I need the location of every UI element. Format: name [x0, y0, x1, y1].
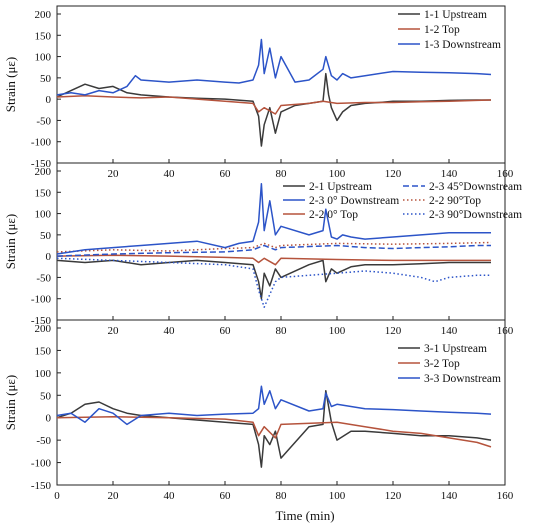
legend-label: 3-1 Upstream: [424, 343, 487, 355]
legend-label: 2-3 90°Downstream: [429, 209, 522, 221]
legend-label: 2-2 0° Top: [309, 209, 358, 221]
series-line-1-3: [56, 38, 492, 96]
y-tick-label: -50: [36, 272, 51, 284]
y-tick-label: 50: [40, 390, 52, 402]
x-tick-label: 80: [276, 168, 288, 180]
y-tick-label: -100: [31, 137, 52, 149]
y-tick-label: 100: [35, 209, 52, 221]
series-line-3-3: [56, 385, 492, 426]
x-tick-label: 120: [385, 168, 402, 180]
x-tick-label: 40: [164, 490, 176, 502]
y-tick-label: -50: [36, 435, 51, 447]
x-tick-label: 80: [276, 325, 288, 337]
x-axis-title: Time (min): [275, 508, 334, 523]
x-tick-label: 120: [385, 325, 402, 337]
y-tick-label: 200: [35, 323, 52, 335]
y-tick-label: 50: [40, 73, 52, 85]
series-line-2-4: [56, 183, 491, 255]
legend-label: 3-3 Downstream: [424, 373, 501, 385]
x-tick-label: 80: [276, 490, 288, 502]
y-tick-label: 100: [35, 368, 52, 380]
legend-label: 3-2 Top: [424, 358, 460, 370]
y-tick-label: 150: [35, 345, 52, 357]
x-tick-label: 40: [164, 168, 176, 180]
y-tick-label: 100: [35, 52, 52, 64]
x-tick-label: 120: [385, 490, 402, 502]
y-tick-label: -150: [31, 315, 52, 327]
x-tick-label: 60: [220, 168, 232, 180]
y-tick-label: 200: [35, 9, 52, 21]
x-tick-label: 140: [441, 325, 458, 337]
y-axis-title: Strain (με): [3, 375, 18, 430]
series-line-3-1: [56, 390, 492, 468]
x-tick-label: 60: [220, 490, 232, 502]
y-tick-label: -50: [36, 115, 51, 127]
x-tick-label: 100: [329, 168, 346, 180]
legend-label: 2-3 0° Downstream: [309, 195, 399, 207]
x-tick-label: 20: [108, 490, 120, 502]
y-tick-label: 0: [46, 251, 52, 263]
y-axis-title: Strain (με): [3, 214, 18, 269]
x-tick-label: 100: [329, 325, 346, 337]
series-line-1-2: [56, 94, 492, 115]
series-line-2-5: [56, 244, 491, 257]
y-tick-label: 200: [35, 166, 52, 178]
y-tick-label: -150: [31, 480, 52, 492]
x-tick-label: 40: [164, 325, 176, 337]
y-tick-label: 50: [40, 230, 52, 242]
y-tick-label: 0: [46, 413, 52, 425]
y-tick-label: -150: [31, 158, 52, 170]
legend-label: 1-3 Downstream: [424, 39, 501, 51]
series-line-2-6: [56, 257, 491, 308]
legend-label: 2-3 45°Downstream: [429, 181, 522, 193]
y-axis-title: Strain (με): [3, 57, 18, 112]
legend-label: 1-2 Top: [424, 24, 460, 36]
series-line-1-1: [56, 72, 491, 147]
x-tick-label: 20: [108, 325, 120, 337]
x-tick-label: 140: [441, 490, 458, 502]
legend-label: 2-1 Upstream: [309, 181, 372, 193]
x-tick-label: 60: [220, 325, 232, 337]
panel-1: -150 -100 -50 0 50 100 150 200 20 40 60 80 100 120 140…: [3, 5, 514, 180]
x-tick-label: 20: [108, 168, 120, 180]
legend-label: 1-1 Upstream: [424, 9, 487, 21]
series-line-3-2: [56, 416, 492, 448]
x-tick-label: 0: [54, 490, 60, 502]
y-tick-label: 150: [35, 187, 52, 199]
panel-2: -150 -100 -50 0 50 100 150 200 20 40 60 80 100 120 140…: [3, 162, 522, 337]
panel-3: -150 -100 -50 0 50 100 150 200 0 20 40 60 80 100 120 14…: [3, 319, 514, 502]
y-tick-label: -100: [31, 294, 52, 306]
x-tick-label: 100: [329, 490, 346, 502]
y-tick-label: -100: [31, 458, 52, 470]
legend-label: 2-2 90°Top: [429, 195, 481, 207]
x-tick-label: 160: [497, 490, 514, 502]
x-tick-label: 140: [441, 168, 458, 180]
y-tick-label: 0: [46, 94, 52, 106]
series-line-2-3: [56, 241, 492, 253]
y-tick-label: 150: [35, 30, 52, 42]
series-line-2-2: [56, 254, 491, 266]
